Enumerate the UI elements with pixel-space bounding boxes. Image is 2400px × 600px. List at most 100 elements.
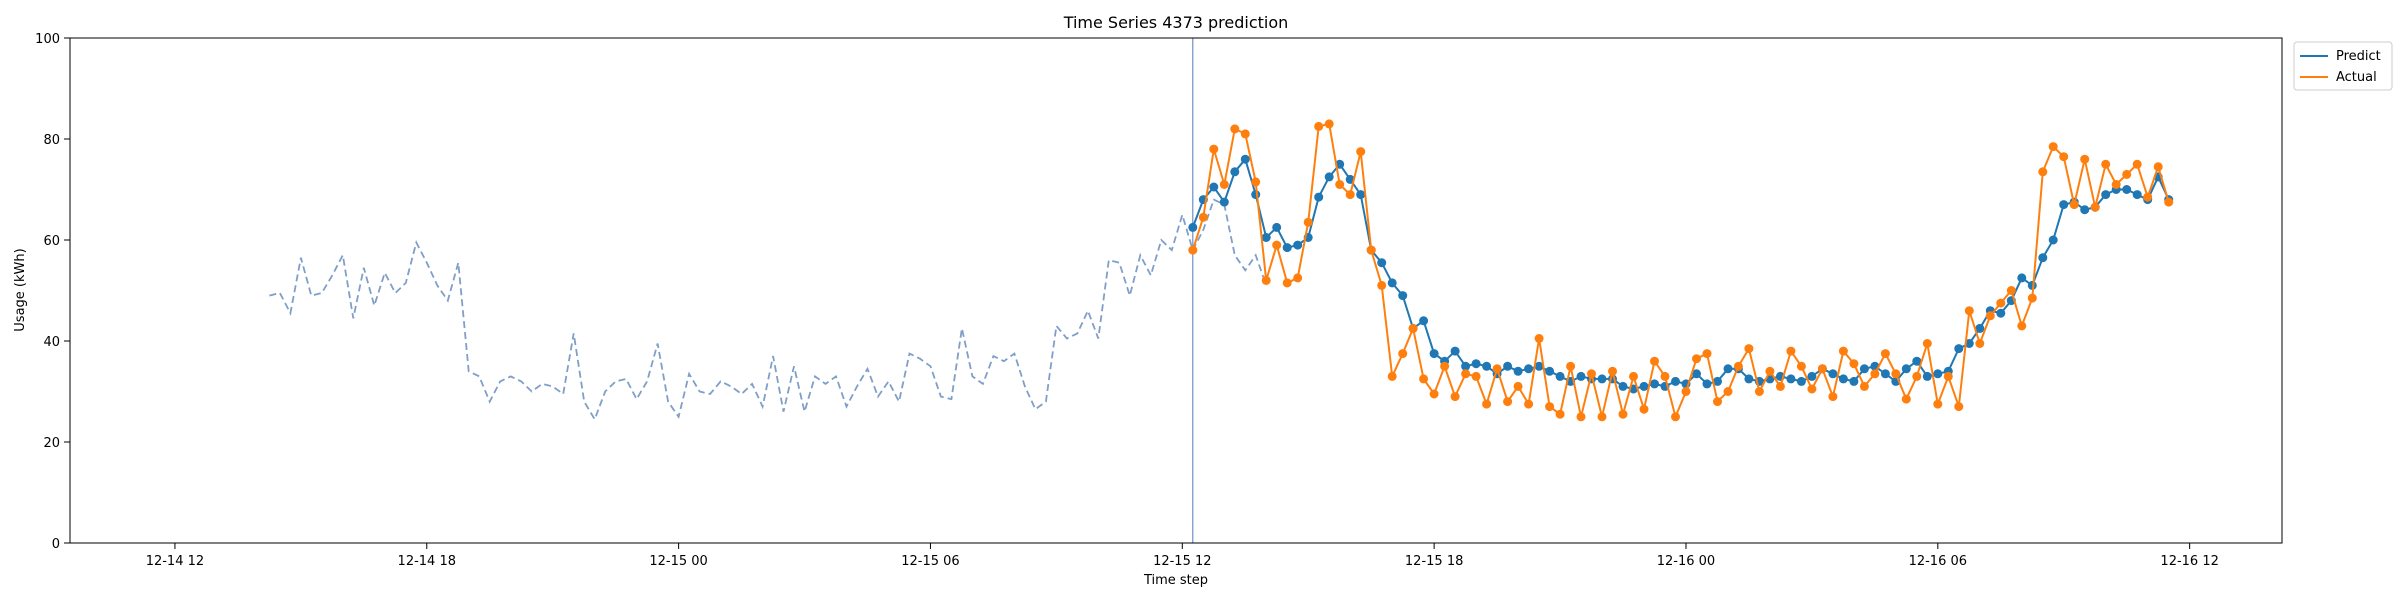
data-point-actual	[1303, 217, 1313, 227]
data-point-predict	[1650, 379, 1659, 389]
data-point-actual	[1324, 119, 1334, 129]
data-point-actual	[1713, 397, 1722, 407]
data-point-actual	[1912, 371, 1922, 381]
data-point-actual	[1482, 399, 1492, 409]
data-point-actual	[2080, 154, 2090, 164]
data-point-actual	[1891, 369, 1901, 379]
data-point-actual	[1534, 334, 1544, 343]
data-point-actual	[1775, 381, 1785, 391]
data-point-predict	[1503, 361, 1513, 371]
y-axis-label: Usage (kWh)	[13, 248, 28, 331]
data-point-actual	[1429, 389, 1439, 399]
data-point-predict	[1796, 376, 1806, 386]
data-point-actual	[1744, 344, 1754, 354]
data-point-actual	[1618, 409, 1628, 419]
data-point-actual	[1566, 361, 1576, 371]
data-point-predict	[1597, 374, 1607, 384]
data-point-predict	[1723, 364, 1733, 374]
data-point-predict	[1251, 190, 1261, 200]
data-point-actual	[1838, 346, 1848, 356]
x-axis: 12-14 12 12-14 18 12-15 00 12-15 06 12-15 12…	[146, 543, 2219, 569]
y-tick-label: 100	[35, 32, 60, 47]
data-point-predict	[1639, 381, 1649, 391]
data-point-actual	[1387, 371, 1397, 381]
data-point-actual	[1796, 361, 1806, 371]
data-point-actual	[1692, 354, 1701, 364]
data-point-actual	[1188, 245, 1198, 255]
data-point-actual	[2101, 159, 2111, 169]
data-point-actual	[1377, 280, 1387, 290]
data-point-actual	[1198, 212, 1208, 222]
data-point-actual	[1901, 394, 1911, 404]
data-point-actual	[2132, 159, 2142, 169]
data-point-actual	[2017, 321, 2027, 331]
data-point-actual	[1398, 349, 1408, 359]
data-point-predict	[1272, 222, 1282, 232]
x-tick-label: 12-16 00	[1657, 554, 1715, 569]
data-point-actual	[1817, 364, 1827, 374]
data-point-predict	[1240, 154, 1250, 164]
data-point-actual	[1702, 349, 1712, 359]
data-point-actual	[1985, 311, 1995, 321]
x-tick-label: 12-16 12	[2160, 554, 2218, 569]
data-point-actual	[1240, 129, 1250, 139]
data-point-predict	[2122, 185, 2132, 194]
y-tick-label: 20	[43, 436, 60, 451]
data-point-actual	[2038, 167, 2048, 177]
data-point-predict	[1702, 379, 1712, 389]
data-point-actual	[2122, 169, 2132, 179]
data-point-predict	[1954, 344, 1964, 354]
data-point-actual	[1765, 366, 1775, 376]
data-point-predict	[1786, 374, 1796, 384]
data-point-predict	[2132, 190, 2142, 200]
data-point-actual	[1870, 369, 1880, 379]
data-point-actual	[1828, 392, 1838, 402]
data-point-predict	[1922, 371, 1932, 381]
data-point-actual	[2143, 192, 2153, 202]
x-tick-label: 12-15 18	[1405, 554, 1463, 569]
data-point-predict	[1964, 339, 1974, 348]
legend: Predict Actual	[2293, 41, 2393, 91]
data-point-actual	[1922, 339, 1932, 348]
data-point-predict	[1996, 308, 2006, 318]
data-point-actual	[1293, 273, 1303, 283]
data-point-actual	[1754, 387, 1764, 396]
x-tick-label: 12-14 18	[398, 554, 456, 569]
data-point-predict	[1219, 197, 1229, 207]
data-point-predict	[1230, 167, 1240, 177]
data-point-predict	[1293, 240, 1303, 250]
data-point-actual	[1786, 346, 1796, 356]
data-point-actual	[1975, 339, 1985, 348]
data-point-predict	[2017, 273, 2027, 283]
data-point-predict	[1933, 369, 1943, 379]
x-axis-label: Time step	[1143, 573, 1208, 588]
data-point-actual	[1219, 180, 1229, 189]
data-point-predict	[1324, 172, 1334, 182]
data-point-predict	[1377, 258, 1387, 268]
data-point-actual	[2006, 286, 2016, 295]
data-point-actual	[1555, 409, 1565, 419]
data-point-actual	[1513, 381, 1523, 391]
data-point-predict	[1471, 359, 1481, 369]
data-point-predict	[1849, 376, 1859, 386]
y-tick-label: 60	[43, 234, 60, 249]
x-tick-label: 12-15 00	[649, 554, 707, 569]
y-axis: 0 20 40 60 80 100	[35, 32, 70, 552]
plot-frame	[69, 37, 2283, 544]
data-point-actual	[1597, 412, 1607, 422]
data-point-predict	[1901, 364, 1911, 374]
data-point-predict	[2059, 200, 2069, 210]
data-point-predict	[1671, 376, 1680, 386]
data-point-predict	[1744, 374, 1754, 384]
data-point-actual	[1954, 402, 1964, 412]
data-point-actual	[1545, 402, 1555, 412]
data-point-predict	[2101, 190, 2111, 200]
data-point-predict	[1398, 291, 1408, 301]
data-point-predict	[2048, 235, 2058, 245]
data-point-predict	[1713, 376, 1722, 386]
data-point-actual	[2059, 152, 2069, 162]
data-point-actual	[1733, 361, 1743, 371]
x-tick-label: 12-16 06	[1909, 554, 1967, 569]
